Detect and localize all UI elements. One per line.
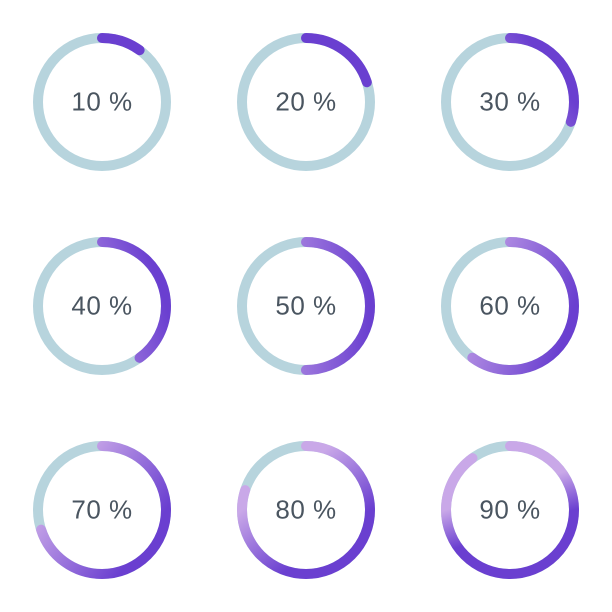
- progress-ring-label: 90 %: [479, 495, 540, 526]
- progress-ring-label: 40 %: [71, 291, 132, 322]
- progress-ring-40: 40 %: [33, 237, 171, 375]
- progress-ring-80: 80 %: [237, 441, 375, 579]
- progress-ring-60: 60 %: [441, 237, 579, 375]
- progress-ring-cell: 30 %: [408, 0, 612, 204]
- progress-ring-10: 10 %: [33, 33, 171, 171]
- progress-ring-cell: 40 %: [0, 204, 204, 408]
- progress-ring-70: 70 %: [33, 441, 171, 579]
- progress-ring-50: 50 %: [237, 237, 375, 375]
- progress-ring-cell: 10 %: [0, 0, 204, 204]
- progress-ring-20: 20 %: [237, 33, 375, 171]
- progress-ring-30: 30 %: [441, 33, 579, 171]
- progress-ring-label: 60 %: [479, 291, 540, 322]
- progress-ring-cell: 70 %: [0, 408, 204, 612]
- progress-ring-cell: 80 %: [204, 408, 408, 612]
- progress-ring-label: 10 %: [71, 87, 132, 118]
- progress-ring-label: 50 %: [275, 291, 336, 322]
- progress-ring-cell: 50 %: [204, 204, 408, 408]
- progress-ring-label: 70 %: [71, 495, 132, 526]
- progress-ring-90: 90 %: [441, 441, 579, 579]
- progress-ring-grid: 10 % 20 % 30 % 40 % 50 % 60 %: [0, 0, 612, 612]
- progress-ring-label: 20 %: [275, 87, 336, 118]
- progress-ring-cell: 60 %: [408, 204, 612, 408]
- progress-ring-cell: 90 %: [408, 408, 612, 612]
- progress-ring-cell: 20 %: [204, 0, 408, 204]
- progress-ring-label: 30 %: [479, 87, 540, 118]
- progress-ring-label: 80 %: [275, 495, 336, 526]
